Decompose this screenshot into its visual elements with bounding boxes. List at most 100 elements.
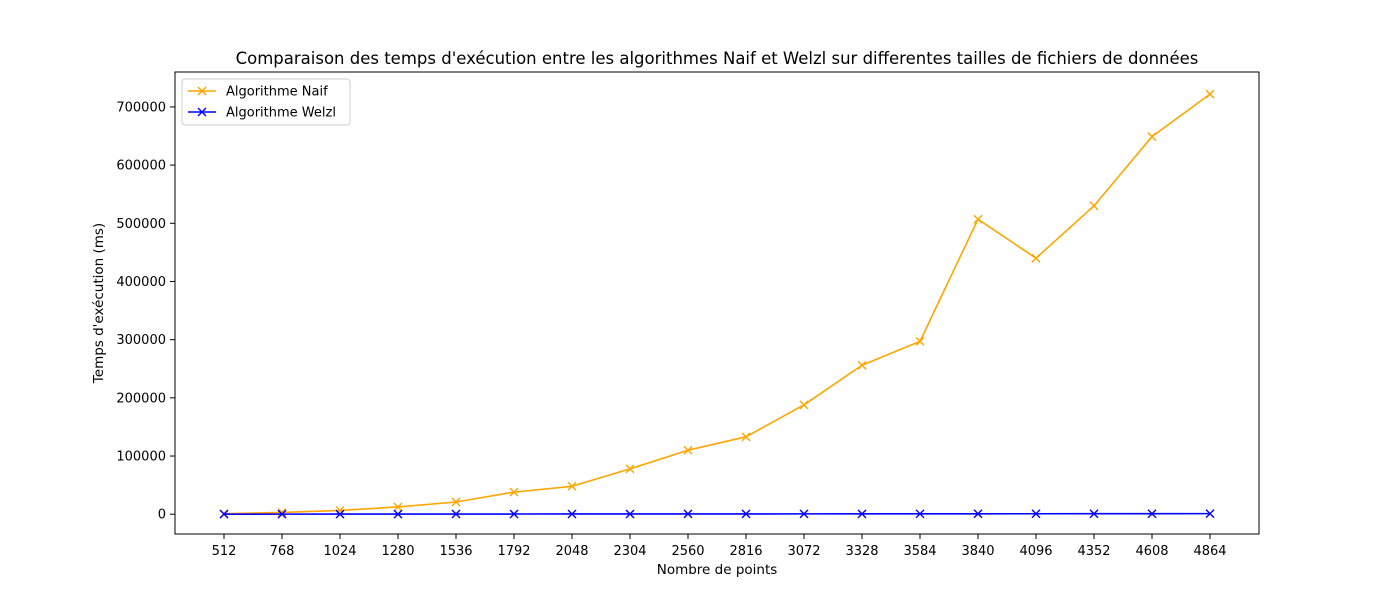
- marker-stroke: [451, 509, 461, 519]
- series-2-point: [509, 509, 519, 519]
- series-1-point: [1205, 89, 1215, 99]
- series-1-point: [741, 432, 751, 442]
- marker-stroke: [973, 509, 983, 519]
- series-2-point: [973, 509, 983, 519]
- y-tick-label: 100000: [116, 450, 166, 465]
- marker-stroke: [683, 445, 693, 455]
- legend-marker: [197, 86, 207, 96]
- series-1-point: [1031, 253, 1041, 263]
- series-1-point: [567, 481, 577, 491]
- x-axis-label: Nombre de points: [657, 562, 778, 578]
- marker-stroke: [683, 509, 693, 519]
- series-1-point: [1147, 132, 1157, 142]
- x-tick-label: 2304: [613, 544, 646, 559]
- y-tick-label: 0: [158, 508, 166, 523]
- x-tick-label: 768: [270, 544, 295, 559]
- y-tick-label: 700000: [116, 100, 166, 115]
- legend-marker: [197, 107, 207, 117]
- series-1-point: [335, 505, 345, 515]
- x-tick-label: 1536: [439, 544, 472, 559]
- series-1-point: [393, 502, 403, 512]
- marker-stroke: [567, 481, 577, 491]
- x-tick-label: 1792: [497, 544, 530, 559]
- series-1-point: [973, 214, 983, 224]
- marker-stroke: [1031, 253, 1041, 263]
- marker-stroke: [567, 509, 577, 519]
- x-tick-label: 3328: [845, 544, 878, 559]
- marker-stroke: [393, 502, 403, 512]
- series-1-point: [509, 487, 519, 497]
- x-tick-label: 2816: [729, 544, 762, 559]
- marker-stroke: [915, 336, 925, 346]
- series-2-point: [1147, 509, 1157, 519]
- marker-stroke: [1205, 89, 1215, 99]
- x-tick-label: 4096: [1019, 544, 1052, 559]
- marker-stroke: [1031, 509, 1041, 519]
- x-tick-label: 4608: [1135, 544, 1168, 559]
- series-2-point: [335, 509, 345, 519]
- y-tick-label: 400000: [116, 275, 166, 290]
- marker-stroke: [1147, 509, 1157, 519]
- series-1-point: [451, 497, 461, 507]
- x-tick-label: 3584: [903, 544, 936, 559]
- marker-stroke: [741, 432, 751, 442]
- marker-stroke: [1089, 201, 1099, 211]
- legend: Algorithme Naif Algorithme Welzl: [181, 78, 351, 126]
- series-2-point: [799, 509, 809, 519]
- series-2-point: [277, 509, 287, 519]
- plot-area: 512 768 1024 1280 1536 1792 2048 2304 2560 2816 30…: [116, 71, 1260, 559]
- marker-stroke: [451, 497, 461, 507]
- marker-stroke: [1089, 509, 1099, 519]
- x-tick-label: 1280: [381, 544, 414, 559]
- marker-stroke: [857, 509, 867, 519]
- y-tick-label: 600000: [116, 159, 166, 174]
- marker-stroke: [277, 507, 287, 517]
- y-axis-label: Temps d'exécution (ms): [91, 223, 107, 384]
- x-tick-label: 2048: [555, 544, 588, 559]
- marker-stroke: [1147, 132, 1157, 142]
- marker-stroke: [799, 509, 809, 519]
- series-1-point: [277, 507, 287, 517]
- y-tick-label: 200000: [116, 391, 166, 406]
- x-tick-label: 512: [212, 544, 237, 559]
- chart-title: Comparaison des temps d'exécution entre …: [236, 49, 1199, 68]
- y-tick-label: 300000: [116, 333, 166, 348]
- series-1-point: [683, 445, 693, 455]
- marker-stroke: [335, 509, 345, 519]
- series-2-point: [857, 509, 867, 519]
- marker-stroke: [335, 505, 345, 515]
- series-2-point: [741, 509, 751, 519]
- plot-frame: [174, 71, 1260, 535]
- series-1-point: [915, 336, 925, 346]
- series-2-point: [219, 509, 229, 519]
- marker-stroke: [625, 509, 635, 519]
- marker-stroke: [1205, 509, 1215, 519]
- series-2-point: [1205, 509, 1215, 519]
- series-1-point: [625, 464, 635, 474]
- marker-stroke: [277, 509, 287, 519]
- series-line-1: [223, 93, 1211, 515]
- series-2-point: [1089, 509, 1099, 519]
- series-2-point: [393, 509, 403, 519]
- y-tick-label: 500000: [116, 217, 166, 232]
- marker-stroke: [799, 400, 809, 410]
- marker-stroke: [915, 509, 925, 519]
- series-1-point: [799, 400, 809, 410]
- series-2-point: [915, 509, 925, 519]
- marker-stroke: [625, 464, 635, 474]
- series-2-point: [683, 509, 693, 519]
- series-2-point: [567, 509, 577, 519]
- marker-stroke: [741, 509, 751, 519]
- series-2-point: [451, 509, 461, 519]
- x-tick-label: 2560: [671, 544, 704, 559]
- legend-label: Algorithme Naif: [226, 85, 328, 100]
- series-1-point: [857, 360, 867, 370]
- x-tick-label: 4352: [1077, 544, 1110, 559]
- marker-stroke: [509, 487, 519, 497]
- x-tick-label: 3840: [961, 544, 994, 559]
- series-1-point: [1089, 201, 1099, 211]
- marker-stroke: [973, 214, 983, 224]
- x-tick-label: 1024: [323, 544, 356, 559]
- series-2-point: [625, 509, 635, 519]
